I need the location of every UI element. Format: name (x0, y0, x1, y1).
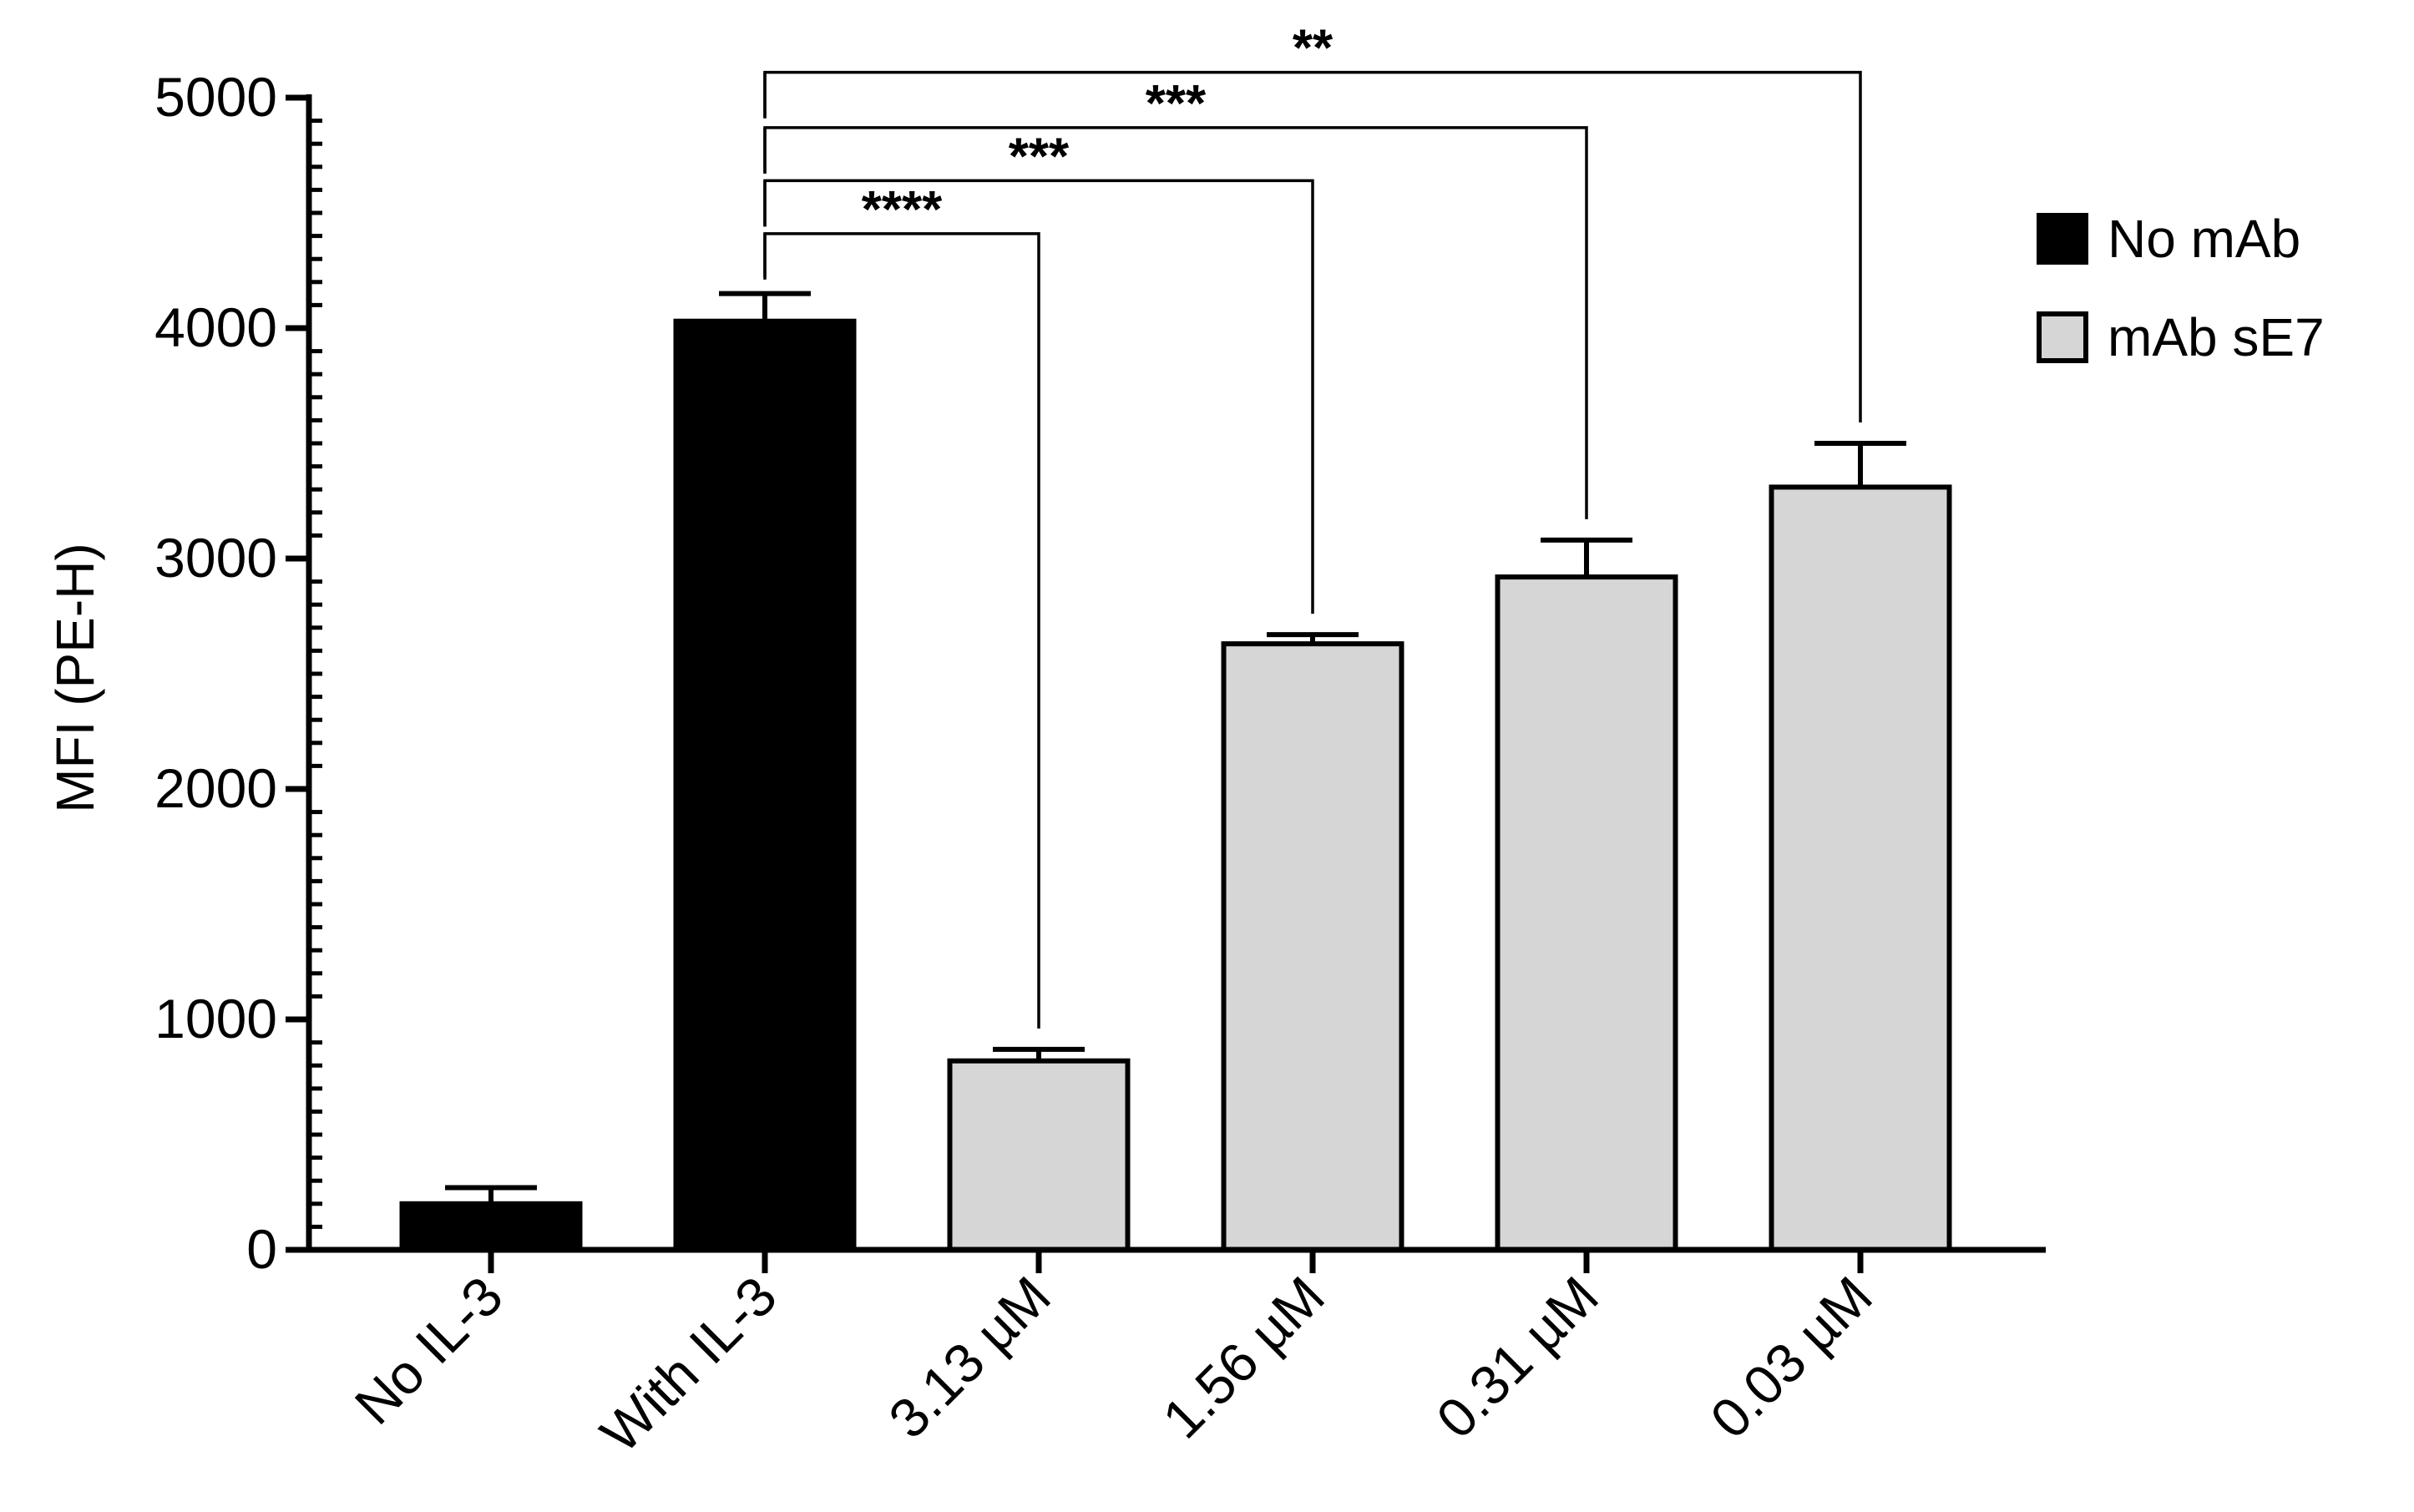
significance-label: *** (1146, 75, 1207, 133)
x-tick-label-1-56-m: 1.56 µM (1151, 1265, 1336, 1450)
bar-no-il-3 (399, 1201, 583, 1253)
bars (399, 291, 1952, 1253)
bar-0-03-m (1769, 484, 1952, 1252)
significance-label: ** (1293, 20, 1334, 78)
x-axis-ticks: No IL-3 With IL-3 3.13 µM 1.56 µM 0.31 µM 0.0… (343, 1250, 1884, 1464)
y-axis-label: MFI (PE-H) (45, 543, 105, 813)
y-tick-label: 1000 (154, 988, 277, 1049)
significance-label: *** (1009, 128, 1070, 185)
legend-label-no-mab: No mAb (2108, 209, 2300, 269)
y-tick-label: 2000 (154, 757, 277, 819)
legend-label-mab-se7: mAb sE7 (2108, 307, 2325, 367)
bar-1-56-m (1221, 641, 1404, 1252)
y-tick-label: 5000 (154, 66, 277, 128)
bar-with-il-3 (673, 318, 857, 1253)
legend: No mAb mAb sE7 (2037, 209, 2325, 367)
x-tick-label-3-13-m: 3.13 µM (877, 1265, 1062, 1450)
y-tick-label: 0 (246, 1218, 277, 1280)
legend-swatch-mab-se7 (2037, 311, 2088, 363)
significance-label: **** (862, 181, 943, 239)
x-tick-label-no-il-3: No IL-3 (343, 1265, 514, 1436)
legend-swatch-no-mab (2037, 213, 2088, 265)
y-tick-label: 4000 (154, 296, 277, 358)
bar-3-13-m (947, 1058, 1131, 1253)
y-axis-ticks: 0 1000 2000 3000 4000 5000 (154, 66, 309, 1280)
x-tick-label-0-31-m: 0.31 µM (1425, 1265, 1610, 1450)
significance-brackets: ************ (763, 20, 1862, 1029)
y-tick-label: 3000 (154, 527, 277, 589)
bar-0-31-m (1495, 574, 1678, 1252)
x-tick-label-0-03-m: 0.03 µM (1698, 1265, 1884, 1450)
x-tick-label-with-il-3: With IL-3 (589, 1265, 788, 1464)
